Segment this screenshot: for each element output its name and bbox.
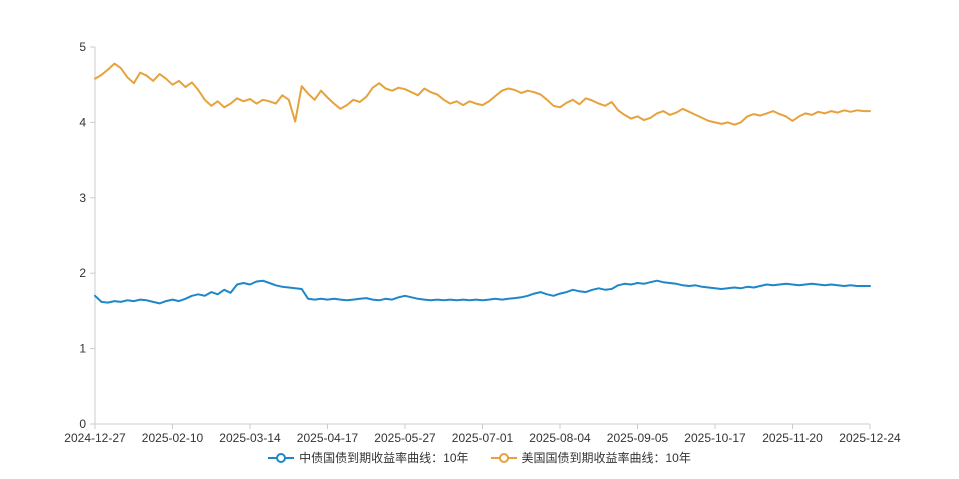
x-axis-label: 2025-12-24 bbox=[839, 431, 901, 445]
x-axis-label: 2025-09-05 bbox=[607, 431, 669, 445]
x-axis-label: 2024-12-27 bbox=[64, 431, 126, 445]
x-axis-label: 2025-10-17 bbox=[684, 431, 746, 445]
legend-label-china-bond: 中债国债到期收益率曲线：10年 bbox=[299, 451, 469, 465]
y-axis-label: 2 bbox=[79, 266, 86, 280]
line-circle-marker-icon bbox=[490, 452, 517, 464]
x-axis-label: 2025-02-10 bbox=[142, 431, 204, 445]
y-axis-label: 0 bbox=[79, 417, 86, 431]
line-circle-marker-icon bbox=[268, 452, 295, 464]
chart-canvas[interactable]: 0 1 2 3 4 5 2024-12-27 2025-02-10 2025-03-14 2025… bbox=[0, 0, 959, 446]
x-axis-label: 2025-08-04 bbox=[529, 431, 591, 445]
y-axis-label: 4 bbox=[79, 115, 86, 129]
x-axis-label: 2025-11-20 bbox=[762, 431, 823, 445]
x-axis-label: 2025-04-17 bbox=[297, 431, 359, 445]
x-axis-label: 2025-07-01 bbox=[452, 431, 514, 445]
y-axis-label: 1 bbox=[79, 342, 86, 356]
legend-label-us-bond: 美国国债到期收益率曲线：10年 bbox=[521, 451, 691, 465]
y-axis-label: 5 bbox=[79, 40, 86, 54]
legend-item-us-bond[interactable]: 美国国债到期收益率曲线：10年 bbox=[490, 451, 691, 465]
y-axis-label: 3 bbox=[79, 191, 86, 205]
x-axis-label: 2025-03-14 bbox=[219, 431, 281, 445]
series-line-1[interactable] bbox=[94, 62, 871, 126]
chart-legend: 中债国债到期收益率曲线：10年 美国国债到期收益率曲线：10年 bbox=[0, 452, 959, 464]
series-line-0[interactable] bbox=[94, 279, 871, 305]
legend-item-china-bond[interactable]: 中债国债到期收益率曲线：10年 bbox=[268, 451, 469, 465]
x-axis-label: 2025-05-27 bbox=[374, 431, 436, 445]
